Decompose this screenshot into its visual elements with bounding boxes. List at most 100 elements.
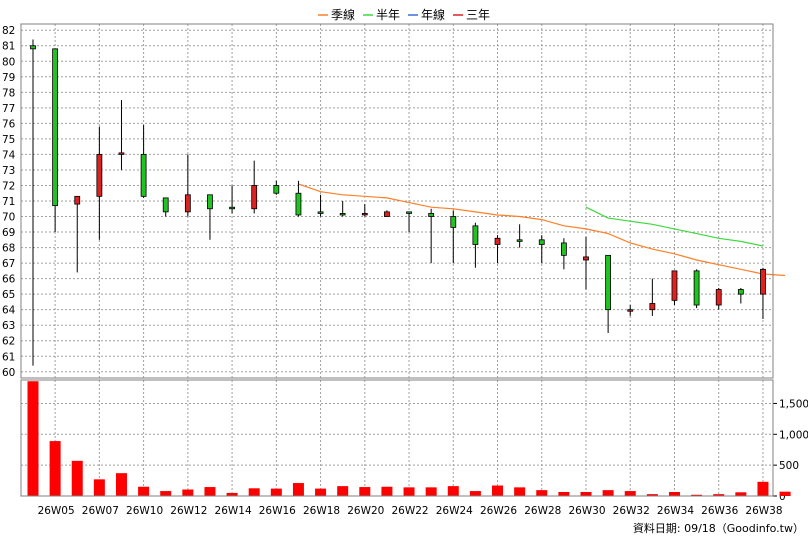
price-tick-label: 65: [2, 289, 15, 301]
candle-body: [538, 239, 545, 245]
volume-bar: [580, 491, 592, 496]
price-tick-label: 61: [2, 351, 15, 363]
volume-bar: [182, 489, 194, 496]
price-panel-frame: [20, 23, 774, 379]
candle-body: [118, 152, 125, 155]
x-tick-label: 26W30: [568, 505, 605, 517]
volume-bar: [624, 491, 636, 496]
candle: [295, 180, 302, 217]
price-tick-label: 80: [2, 56, 15, 68]
candle: [30, 39, 36, 366]
candle: [583, 236, 589, 290]
price-tick-label: 72: [2, 180, 15, 192]
candle-body: [96, 154, 103, 197]
volume-bar: [536, 490, 548, 496]
candle: [207, 194, 213, 240]
candle: [162, 197, 169, 217]
candle: [737, 287, 744, 304]
candlestick-series: [30, 39, 766, 366]
volume-bar: [292, 483, 304, 496]
candle: [74, 195, 81, 273]
candle-body: [52, 48, 59, 207]
volume-bar: [757, 481, 769, 496]
volume-bar: [93, 479, 105, 496]
volume-bar: [403, 487, 415, 496]
volume-bar: [337, 486, 349, 496]
x-tick-label: 26W24: [436, 505, 473, 517]
candle-body: [406, 211, 412, 214]
x-tick-label: 26W36: [701, 505, 738, 517]
price-tick-label: 79: [2, 72, 15, 84]
candle: [605, 254, 612, 333]
volume-bar: [226, 492, 238, 496]
x-tick-label: 26W22: [391, 505, 428, 517]
legend-label-year: 年線: [421, 7, 445, 22]
volume-bar: [27, 381, 39, 496]
candle: [715, 287, 722, 310]
x-tick-label: 26W14: [215, 505, 252, 517]
volume-bar: [779, 491, 791, 496]
candle: [229, 185, 235, 214]
volume-tick-label: 1,000: [779, 429, 808, 441]
volume-bar: [668, 491, 680, 496]
x-tick-label: 26W18: [303, 505, 340, 517]
candle-body: [693, 270, 700, 306]
price-tick-label: 75: [2, 134, 15, 146]
volume-bar: [691, 494, 703, 496]
candle: [339, 201, 346, 217]
candle: [317, 194, 324, 217]
candle-body: [737, 289, 744, 295]
volume-grid: [21, 380, 773, 496]
price-tick-label: 73: [2, 165, 15, 177]
legend-label-halfyear: 半年: [376, 8, 400, 22]
candle-body: [384, 211, 390, 217]
candle-body: [361, 213, 368, 216]
volume-panel-frame: [20, 379, 774, 497]
candle: [494, 235, 501, 264]
volume-bar: [115, 473, 127, 496]
volume-bar: [359, 487, 371, 496]
candle-body: [472, 225, 479, 245]
volume-axis: 0 500 1,000 1,500: [772, 380, 808, 503]
candle: [251, 160, 258, 214]
x-tick-label: 26W34: [657, 505, 694, 517]
volume-bar: [713, 494, 725, 496]
candle: [472, 222, 479, 268]
candle-body: [494, 237, 501, 245]
price-tick-label: 62: [2, 336, 15, 348]
volume-bar: [138, 486, 150, 496]
candle-body: [251, 185, 258, 210]
volume-bar: [447, 486, 459, 496]
volume-bar: [646, 494, 658, 496]
candle: [671, 270, 678, 306]
ma-line-季線: [298, 183, 786, 277]
x-tick-label: 26W05: [38, 505, 75, 517]
volume-bar: [602, 490, 614, 496]
volume-tick-label: 0: [779, 491, 786, 503]
candle-body: [583, 256, 589, 261]
price-tick-label: 60: [2, 367, 15, 379]
volume-bar: [204, 487, 216, 496]
candle: [361, 204, 368, 217]
price-tick-label: 64: [2, 305, 16, 317]
candle: [273, 180, 280, 195]
x-tick-label: 26W12: [170, 505, 207, 517]
candle: [384, 210, 390, 217]
candle-body: [295, 192, 302, 216]
price-tick-label: 69: [2, 227, 15, 239]
candle-body: [162, 197, 169, 213]
volume-tick-label: 500: [779, 460, 799, 472]
candle: [627, 305, 634, 316]
x-tick-label: 26W16: [259, 505, 296, 517]
volume-bar: [492, 485, 504, 496]
moving-average-lines: [298, 183, 786, 277]
x-tick-label: 26W20: [347, 505, 384, 517]
volume-tick-label: 1,500: [779, 398, 808, 410]
price-tick-label: 81: [2, 41, 15, 53]
volume-bar: [160, 491, 172, 496]
volume-bar: [381, 486, 393, 496]
x-tick-label: 26W38: [745, 505, 782, 517]
candle-body: [317, 211, 324, 214]
